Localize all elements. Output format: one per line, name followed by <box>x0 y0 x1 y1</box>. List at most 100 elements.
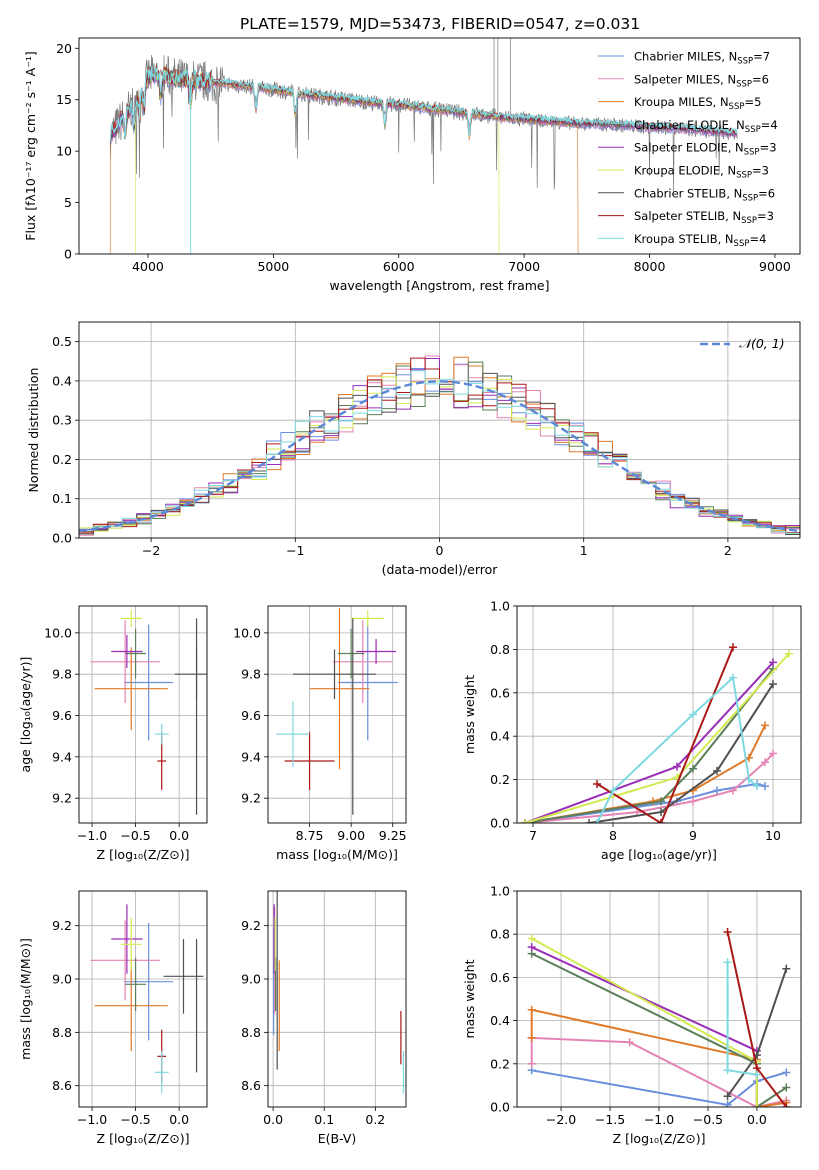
y-tick-label: 9.2 <box>241 918 261 933</box>
y-tick-label: 0.0 <box>490 816 510 831</box>
legend-label-tail: =5 <box>744 95 761 109</box>
x-tick-label: 0.1 <box>314 1112 334 1127</box>
x-tick-label: −1 <box>286 543 304 558</box>
x-tick-label: 0.0 <box>747 1112 767 1127</box>
y-tick-label: 0.0 <box>490 1100 510 1115</box>
mass_weight_vs_age-lines <box>521 643 793 823</box>
mass_vs_ebv-axes: 0.0 0.1 0.2 8.6 8.8 9.0 9.2 E(B-V) <box>241 891 406 1146</box>
plus-marker <box>745 775 753 784</box>
y-tick-label: 0.6 <box>490 685 510 700</box>
figure-title: PLATE=1579, MJD=53473, FIBERID=0547, z=0… <box>240 15 640 33</box>
legend-label: Kroupa STELIB, NSSP=4 <box>634 232 766 249</box>
y-tick-label: 0.2 <box>52 452 72 467</box>
plus-marker <box>609 786 617 795</box>
plus-marker <box>729 643 737 652</box>
spectrum-frame <box>78 37 801 255</box>
age_vs_mass-errorbars <box>276 608 398 815</box>
plus-marker <box>782 964 791 973</box>
plus-marker <box>625 1038 634 1047</box>
spectrum-axes: 4000 5000 6000 7000 8000 9000 0 5 10 15 20 waveleng… <box>23 41 791 293</box>
x-tick-label: 8000 <box>634 259 666 274</box>
y-tick-label: 10 <box>56 144 72 159</box>
legend-label: Chabrier ELODIE, NSSP=4 <box>634 118 778 135</box>
legend-label-main: Kroupa MILES, N <box>634 95 729 109</box>
plus-marker <box>657 808 665 817</box>
x-tick-label: −1.0 <box>77 1112 107 1127</box>
x-tick-label: 9 <box>689 828 697 843</box>
legend-label-main: Salpeter STELIB, N <box>634 209 741 223</box>
y-tick-label: 9.6 <box>52 708 72 723</box>
x-tick-label: 5000 <box>257 259 289 274</box>
plus-marker <box>657 819 665 823</box>
plus-marker <box>723 958 732 967</box>
plus-marker <box>753 782 761 791</box>
plus-marker <box>593 819 601 823</box>
plus-marker <box>689 764 697 773</box>
plus-marker <box>527 1005 536 1014</box>
legend-label: Kroupa ELODIE, NSSP=3 <box>634 164 769 181</box>
legend-label-sub: SSP <box>744 148 760 158</box>
plus-marker <box>527 1033 536 1042</box>
mass_weight_vs_age-frame <box>516 605 802 824</box>
y-tick-label: 10.0 <box>233 625 261 640</box>
mass_vs_ebv-frame <box>267 890 407 1108</box>
legend-label: Kroupa MILES, NSSP=5 <box>634 95 761 112</box>
y-tick-label: 9.0 <box>241 972 261 987</box>
y-tick-label: 0.0 <box>52 531 72 546</box>
x-tick-label: −0.5 <box>120 1112 150 1127</box>
x-axis-label: wavelength [Angstrom, rest frame] <box>329 278 549 293</box>
legend-label-sub: SSP <box>736 171 752 181</box>
legend-label-main: Chabrier MILES, N <box>634 50 737 64</box>
residual-steps <box>79 355 800 536</box>
plus-marker <box>782 1103 791 1107</box>
y-tick-label: 15 <box>56 92 72 107</box>
y-tick-label: 5 <box>64 195 72 210</box>
plus-marker <box>769 680 777 689</box>
x-tick-label: 2 <box>724 543 732 558</box>
y-tick-label: 9.6 <box>241 708 261 723</box>
y-tick-label: 9.4 <box>52 749 72 764</box>
legend-label-tail: =3 <box>760 141 777 155</box>
legend-label-tail: =4 <box>761 118 778 132</box>
plus-marker <box>673 762 681 771</box>
legend-label-sub: SSP <box>745 125 761 135</box>
plus-marker <box>723 1100 732 1107</box>
y-axis-label: mass weight <box>462 959 477 1038</box>
spectrum-model-line <box>109 67 738 143</box>
legend-label-tail: =7 <box>753 50 770 64</box>
age_vs_Z-axes: −1.0 −0.5 0.0 9.2 9.4 9.6 9.8 10.0 Z [log₁₀(Z/Z⊙… <box>18 606 207 862</box>
y-tick-label: 0.4 <box>490 1013 510 1028</box>
legend-label: 𝒩(0, 1) <box>739 336 785 351</box>
y-tick-label: 9.0 <box>52 972 72 987</box>
y-tick-label: 8.6 <box>52 1078 72 1093</box>
mass_vs_ebv-errorbars <box>273 891 405 1094</box>
x-tick-label: 0.0 <box>263 1112 283 1127</box>
legend-label-sub: SSP <box>729 102 745 112</box>
y-axis-label: mass weight <box>462 675 477 754</box>
y-tick-label: 0.8 <box>490 642 510 657</box>
x-tick-label: 10 <box>765 828 781 843</box>
legend-label-sub: SSP <box>741 216 757 226</box>
legend-label-tail: =6 <box>752 72 769 86</box>
mass_vs_Z-errorbars <box>90 904 204 1094</box>
plus-marker <box>723 928 732 937</box>
legend-label-main: Kroupa STELIB, N <box>634 232 734 246</box>
x-tick-label: −2 <box>142 543 160 558</box>
legend-label-main: Chabrier STELIB, N <box>634 186 742 200</box>
y-axis-label: mass [log₁₀(M/M⊙)] <box>18 938 33 1060</box>
mass-weight-line <box>531 1069 787 1106</box>
y-tick-label: 8.8 <box>52 1025 72 1040</box>
x-axis-label: (data-model)/error <box>382 562 499 577</box>
y-axis-label: Flux [fλ10⁻¹⁷ erg cm⁻² s⁻¹ A⁻¹] <box>23 51 38 240</box>
plus-marker <box>782 1068 791 1077</box>
x-tick-label: 7 <box>529 828 537 843</box>
plus-marker <box>689 797 697 806</box>
x-tick-label: 0.0 <box>169 828 189 843</box>
plus-marker <box>752 1070 761 1079</box>
plus-marker <box>761 782 769 791</box>
legend-label-sub: SSP <box>742 193 758 203</box>
plus-marker <box>593 779 601 788</box>
mass-weight-line <box>596 646 734 823</box>
